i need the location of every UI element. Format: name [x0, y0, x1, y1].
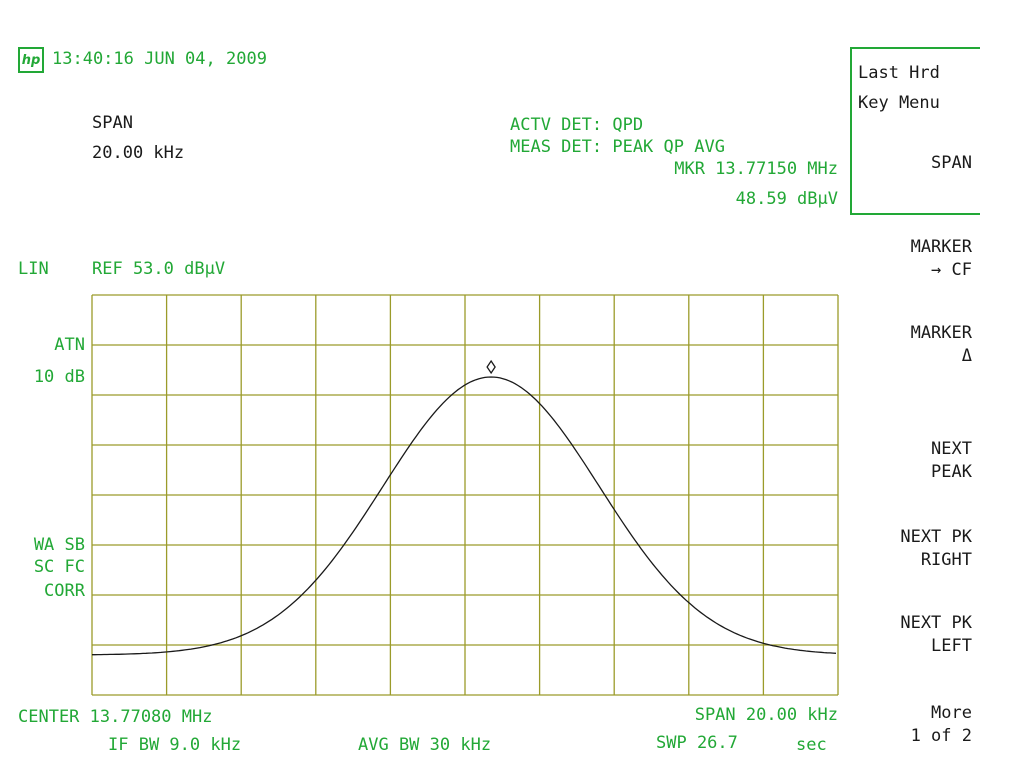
correction-line-2: SC FC: [33, 557, 85, 577]
span-label: SPAN: [92, 113, 133, 133]
measure-detector: MEAS DET: PEAK QP AVG: [510, 137, 725, 157]
marker-to-cf-softkey[interactable]: MARKER → CF: [910, 237, 972, 280]
if-bandwidth: IF BW 9.0 kHz: [108, 735, 242, 755]
reference-level: REF 53.0 dBµV: [92, 259, 226, 279]
sweep-time: SWP 26.7: [656, 733, 738, 753]
graticule: [91, 294, 839, 696]
correction-line-1: WA SB: [33, 535, 85, 555]
menu-title-line-2: Key Menu: [858, 93, 940, 113]
scale-mode: LIN: [18, 259, 49, 279]
next-peak-softkey[interactable]: NEXT PEAK: [931, 439, 972, 482]
marker-frequency: MKR 13.77150 MHz: [674, 159, 838, 179]
active-detector: ACTV DET: QPD: [510, 115, 644, 135]
hp-logo-icon: hp: [18, 47, 44, 73]
more-softkey[interactable]: More 1 of 2: [910, 703, 972, 746]
average-bandwidth: AVG BW 30 kHz: [358, 735, 492, 755]
marker-amplitude: 48.59 dBµV: [735, 189, 838, 209]
marker-diamond-icon: [486, 359, 496, 375]
center-frequency: CENTER 13.77080 MHz: [18, 707, 213, 727]
menu-title-line-1: Last Hrd: [858, 63, 940, 83]
span-value: 20.00 kHz: [92, 143, 185, 163]
span-softkey[interactable]: SPAN: [931, 153, 972, 173]
menu-title-box: [850, 47, 980, 215]
attenuation-label: ATN: [54, 335, 85, 355]
next-peak-right-softkey[interactable]: NEXT PK RIGHT: [900, 527, 972, 570]
datetime: 13:40:16 JUN 04, 2009: [52, 49, 267, 69]
marker-delta-softkey[interactable]: MARKER Δ: [910, 323, 972, 366]
footer-span: SPAN 20.00 kHz: [694, 705, 838, 725]
correction-line-3: CORR: [44, 581, 85, 601]
next-peak-left-softkey[interactable]: NEXT PK LEFT: [900, 613, 972, 656]
spectrum-trace: [92, 376, 837, 656]
attenuation-value: 10 dB: [33, 367, 85, 387]
sweep-time-unit: sec: [796, 735, 827, 755]
